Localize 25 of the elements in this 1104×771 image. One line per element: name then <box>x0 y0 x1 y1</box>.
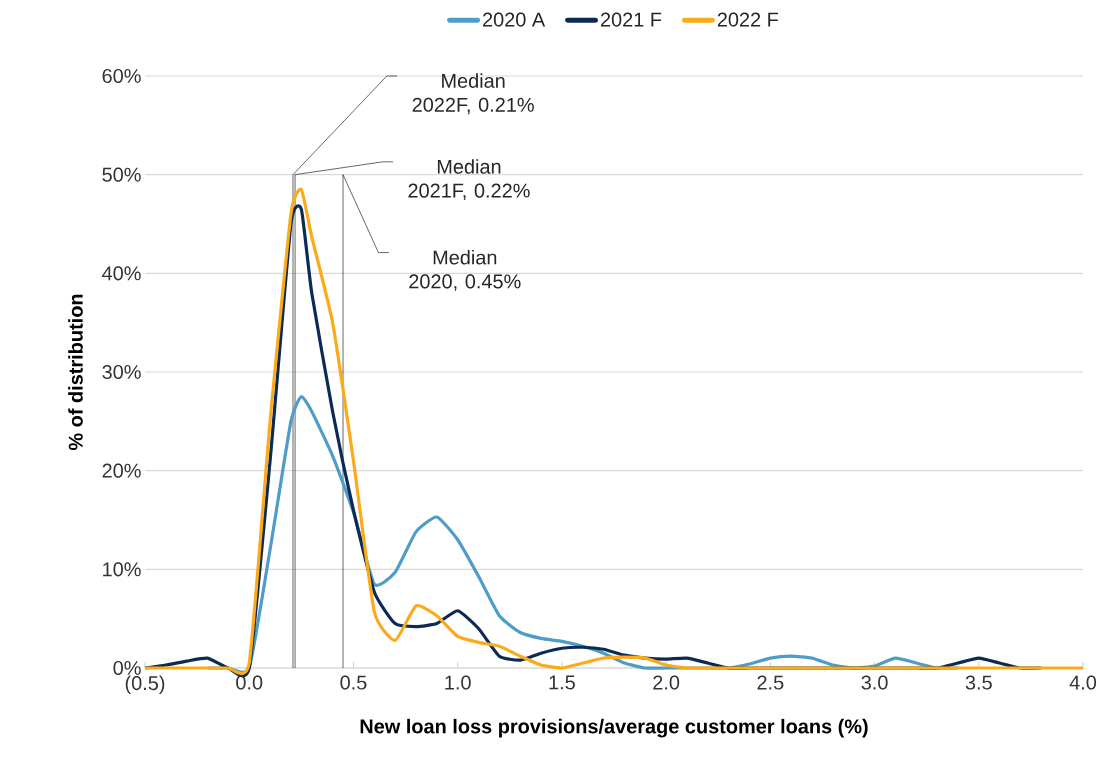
y-tick-label: 60% <box>102 68 141 84</box>
ref-line-label: Median 2021F, 0.22% <box>408 159 530 201</box>
ref-line-label: Median 2022F, 0.21% <box>412 73 534 115</box>
y-tick-label: 30% <box>102 364 141 380</box>
x-tick-label: 1.0 <box>445 675 471 690</box>
x-tick-label: (0.5) <box>125 675 165 695</box>
legend-label: 2021 F <box>600 12 662 27</box>
y-tick-label: 0% <box>113 660 141 676</box>
x-tick-label: 2.5 <box>757 675 784 690</box>
x-tick-label: 0.5 <box>340 675 367 690</box>
x-tick-label: 0.0 <box>236 675 263 690</box>
ref-line-label: Median 2020, 0.45% <box>409 249 521 291</box>
legend-label: 2020 A <box>483 12 546 27</box>
y-tick-label: 20% <box>102 463 141 478</box>
x-tick-label: 4.0 <box>1069 675 1097 690</box>
legend-label: 2022 F <box>717 12 779 27</box>
y-tick-label: 40% <box>102 266 141 281</box>
x-tick-label: 3.0 <box>861 675 888 690</box>
x-axis-title: New loan loss provisions/average customer loans (%) <box>360 718 868 738</box>
x-tick-label: 3.5 <box>965 675 992 690</box>
x-tick-label: 1.5 <box>549 675 575 690</box>
y-tick-label: 50% <box>102 167 141 182</box>
x-tick-label: 2.0 <box>653 675 680 690</box>
y-axis-title: % of distribution <box>68 294 83 451</box>
y-tick-label: 10% <box>103 562 141 577</box>
